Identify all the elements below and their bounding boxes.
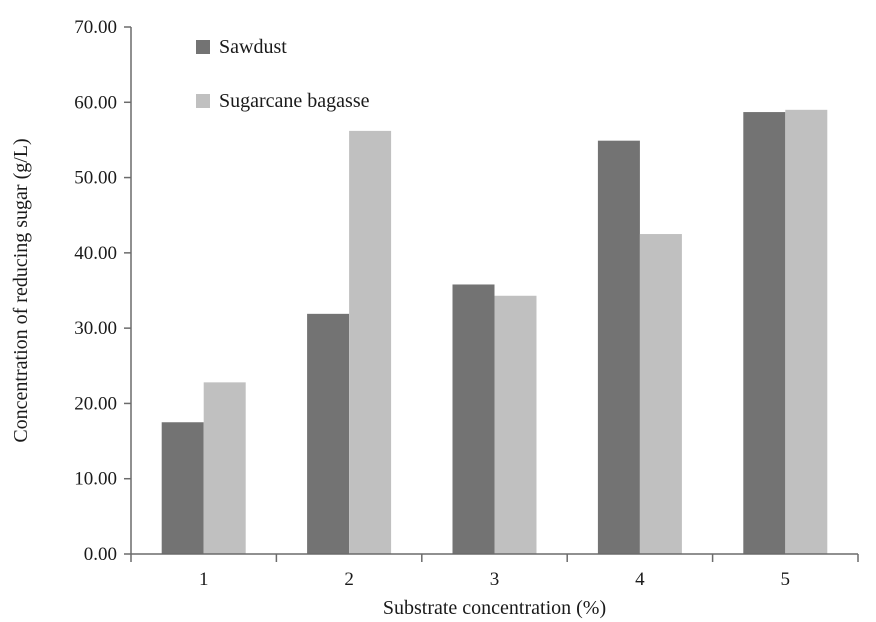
x-tick-label: 4 <box>635 569 645 590</box>
bar-sugarcane-bagasse <box>203 382 246 554</box>
x-tick-label: 2 <box>344 569 354 590</box>
legend-label-sawdust: Sawdust <box>219 36 287 58</box>
y-ticks-group: 0.00 10.00 20.00 30.00 40.00 50.00 60.00 70.00 <box>74 17 131 565</box>
y-tick-label: 30.00 <box>74 318 117 339</box>
x-axis-title: Substrate concentration (%) <box>383 597 606 619</box>
y-tick-label: 50.00 <box>74 168 117 189</box>
bar-sawdust <box>161 422 204 554</box>
x-ticks-group: 1 2 3 4 5 <box>130 554 859 590</box>
x-tick-label: 1 <box>199 569 209 590</box>
bar-sawdust <box>452 284 495 554</box>
x-tick-label: 3 <box>490 569 500 590</box>
bar-sawdust <box>743 112 786 554</box>
bar-sawdust <box>307 313 350 554</box>
bar-sugarcane-bagasse <box>494 295 537 554</box>
axes-group <box>130 27 858 555</box>
y-tick-label: 20.00 <box>74 393 117 414</box>
y-tick-label: 60.00 <box>74 92 117 113</box>
bar-sawdust <box>597 140 640 554</box>
y-tick-label: 0.00 <box>84 544 117 565</box>
bars-group <box>161 109 828 555</box>
legend-swatch-sawdust <box>196 40 210 54</box>
y-tick-label: 70.00 <box>74 17 117 38</box>
y-axis-title: Concentration of reducing sugar (g/L) <box>10 138 32 442</box>
x-tick-label: 5 <box>781 569 791 590</box>
y-tick-label: 10.00 <box>74 469 117 490</box>
y-tick-label: 40.00 <box>74 243 117 264</box>
legend-label-sugarcane-bagasse: Sugarcane bagasse <box>219 90 370 112</box>
bar-sugarcane-bagasse <box>785 109 828 555</box>
bar-sugarcane-bagasse <box>639 234 682 555</box>
legend: Sawdust Sugarcane bagasse <box>196 36 370 112</box>
legend-swatch-sugarcane-bagasse <box>196 94 210 108</box>
bar-sugarcane-bagasse <box>349 130 392 554</box>
